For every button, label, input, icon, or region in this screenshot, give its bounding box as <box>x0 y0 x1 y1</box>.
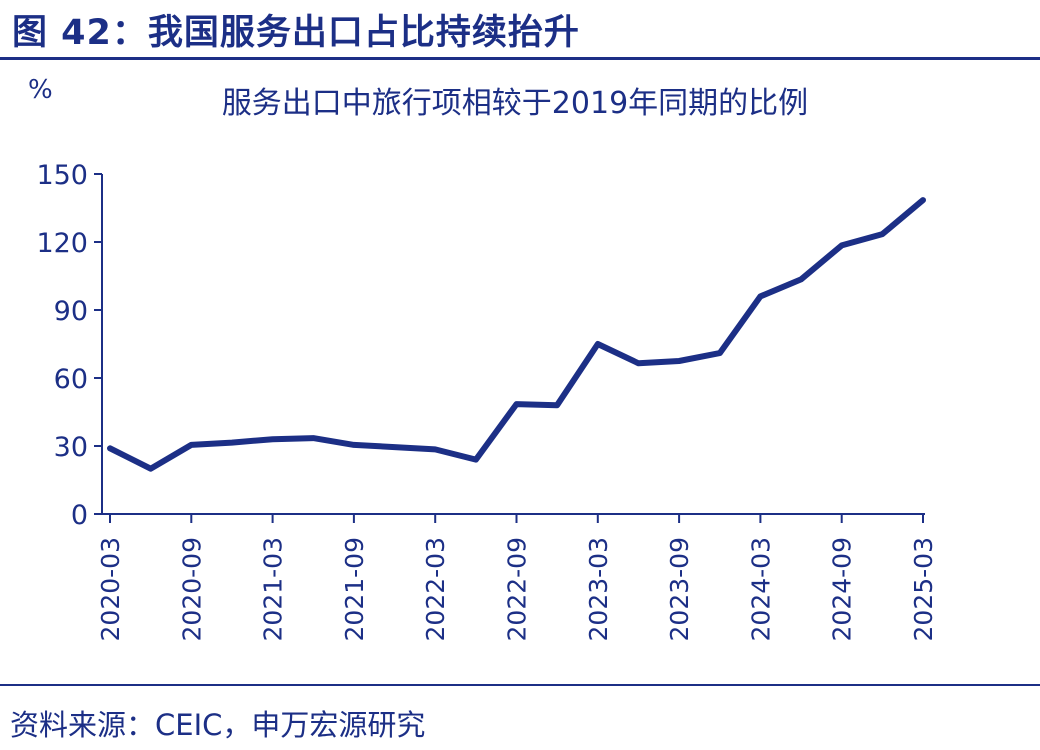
figure-title: 图 42：我国服务出口占比持续抬升 <box>12 13 580 53</box>
y-tick-label: 120 <box>36 228 88 259</box>
y-tick-label: 0 <box>71 500 88 531</box>
series-layer <box>107 197 926 472</box>
series-line <box>107 197 926 472</box>
axes <box>101 174 925 515</box>
y-tick-label: 150 <box>36 160 88 191</box>
top-divider <box>0 57 1040 60</box>
x-tick-label: 2021-09 <box>340 537 369 641</box>
x-tick-label: 2021-03 <box>259 537 288 641</box>
x-tick-label: 2020-03 <box>96 537 125 641</box>
x-tick-label: 2025-03 <box>909 537 938 641</box>
x-tick-label: 2022-03 <box>421 537 450 641</box>
x-axis-ticks: 2020-03 2020-09 2021-03 2021-09 2022-03 2022-… <box>96 514 938 641</box>
x-tick-label: 2024-03 <box>746 537 775 641</box>
y-axis-ticks: 0 30 60 90 120 150 <box>36 160 102 531</box>
bottom-divider <box>0 684 1040 686</box>
line-chart: % 服务出口中旅行项相较于2019年同期的比例 0 30 60 90 120 150 20… <box>28 75 938 641</box>
x-tick-label: 2024-09 <box>828 537 857 641</box>
y-axis-unit-label: % <box>28 75 53 105</box>
x-tick-label: 2023-09 <box>665 537 694 641</box>
x-tick-label: 2023-03 <box>584 537 613 641</box>
source-note: 资料来源：CEIC，申万宏源研究 <box>10 708 426 742</box>
chart-title: 服务出口中旅行项相较于2019年同期的比例 <box>222 86 808 121</box>
y-tick-label: 60 <box>54 364 88 395</box>
y-tick-label: 90 <box>54 296 88 327</box>
y-tick-label: 30 <box>54 432 88 463</box>
x-tick-label: 2020-09 <box>177 537 206 641</box>
x-tick-label: 2022-09 <box>503 537 532 641</box>
